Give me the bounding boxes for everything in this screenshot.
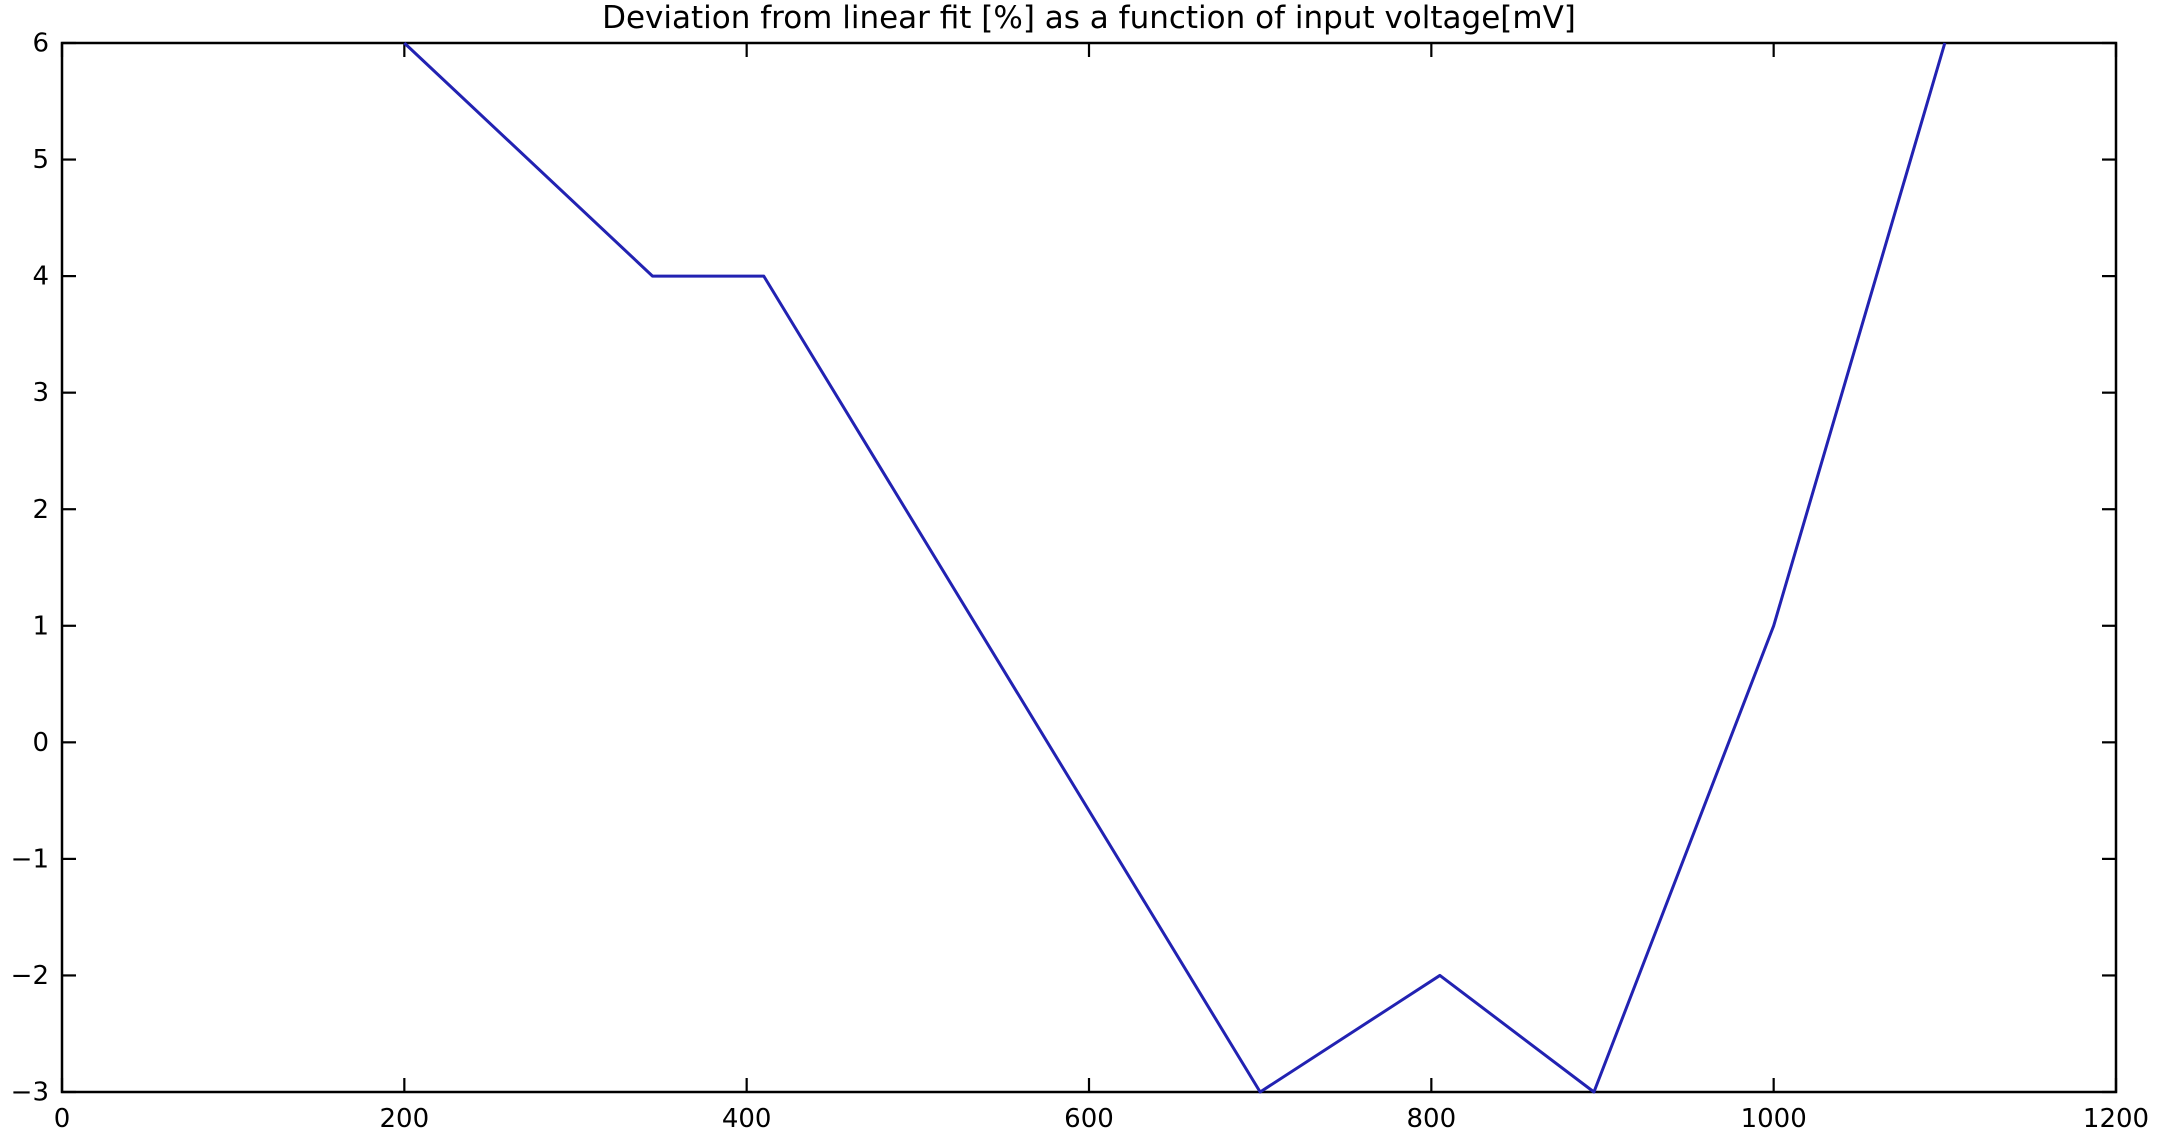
y-tick-label: −3 [11,1078,49,1108]
y-tick-label: −1 [11,844,49,874]
y-tick-label: 3 [32,378,49,408]
y-tick-label: 6 [32,29,49,59]
x-tick-label: 1000 [1741,1104,1807,1134]
y-tick-label: 2 [32,495,49,525]
y-tick-label: 1 [32,611,49,641]
y-tick-label: 0 [32,728,49,758]
x-tick-label: 1200 [2083,1104,2149,1134]
axes-frame [60,41,2118,1094]
chart-title: Deviation from linear fit [%] as a funct… [602,0,1576,36]
data-layer [403,41,1947,1094]
x-tick-label: 200 [380,1104,430,1134]
x-tick-label: 400 [722,1104,772,1134]
x-tick-label: 0 [54,1104,71,1134]
y-tick-label: 4 [32,262,49,292]
data-line [403,41,1947,1094]
x-tick-label: 800 [1407,1104,1457,1134]
axes-layer [60,41,2118,1094]
y-tick-label: 5 [32,145,49,175]
tick-labels-layer: 0 200 400 600 800 1000 1200 6 5 4 3 2 1 0 −1 −2 −3 [11,29,2149,1134]
y-tick-label: −2 [11,961,49,991]
x-tick-label: 600 [1064,1104,1114,1134]
